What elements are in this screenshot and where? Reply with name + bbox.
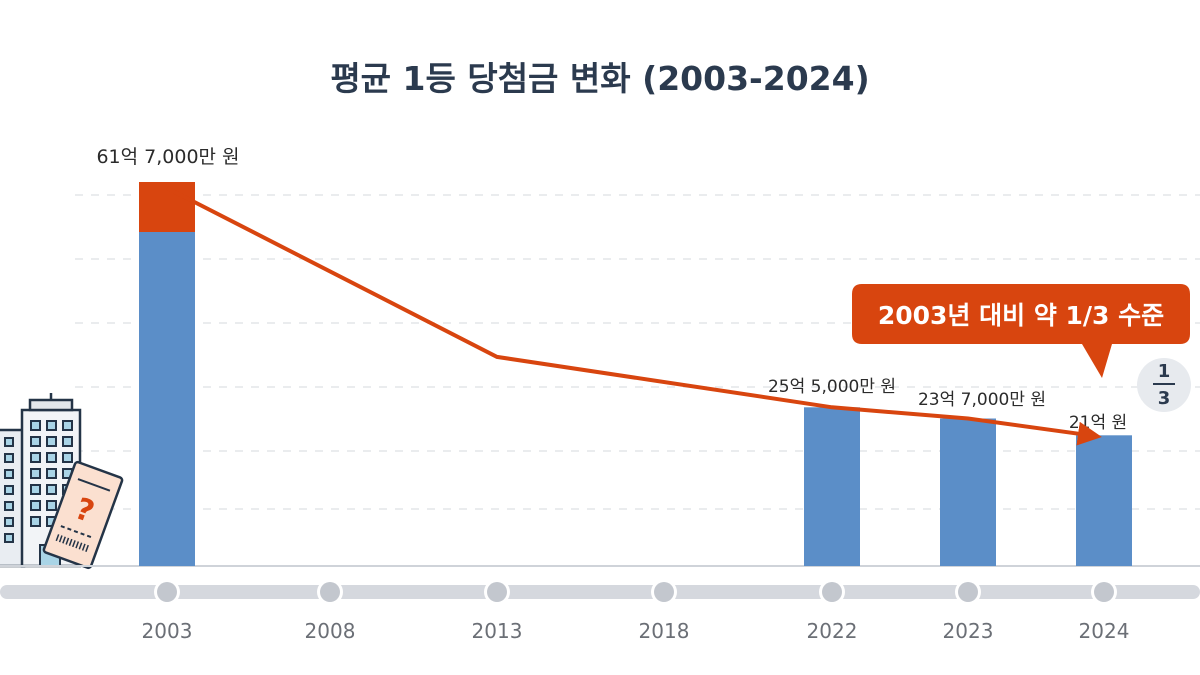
annotation-callout: [852, 284, 1190, 378]
data-label-2023: 23억 7,000만 원: [918, 390, 1046, 410]
bar-2024: [1076, 435, 1132, 566]
data-label-2003: 61억 7,000만 원: [96, 146, 239, 168]
timeline-dot-2022: [822, 582, 842, 602]
bar-2022: [804, 407, 860, 566]
x-tick-label-2022: 2022: [807, 619, 858, 643]
fraction-numerator: 1: [1158, 361, 1171, 382]
timeline-dot-2023: [958, 582, 978, 602]
timeline-dot-2024: [1094, 582, 1114, 602]
timeline-dot-2008: [320, 582, 340, 602]
building-lottery-ticket-illustration: ?: [0, 393, 124, 570]
timeline-dot-2018: [654, 582, 674, 602]
fraction-denominator: 3: [1158, 388, 1171, 409]
x-tick-label-2024: 2024: [1079, 619, 1130, 643]
x-tick-label-2018: 2018: [639, 619, 690, 643]
x-tick-label-2023: 2023: [943, 619, 994, 643]
timeline-dot-2003: [157, 582, 177, 602]
data-label-2022: 25억 5,000만 원: [768, 377, 896, 397]
annotation-text: 2003년 대비 약 1/3 수준: [878, 301, 1164, 330]
data-label-2024: 21억 원: [1069, 413, 1127, 433]
x-tick-label-2008: 2008: [305, 619, 356, 643]
x-tick-label-2003: 2003: [142, 619, 193, 643]
bar-2023: [940, 418, 996, 566]
x-tick-label-2013: 2013: [472, 619, 523, 643]
bar-2003: [139, 182, 195, 566]
bar-highlight-2003: [139, 182, 195, 232]
trend-line: [166, 186, 1102, 446]
chart-title: 평균 1등 당첨금 변화 (2003-2024): [330, 59, 870, 98]
timeline-bar: [0, 585, 1200, 599]
timeline-dot-2013: [487, 582, 507, 602]
